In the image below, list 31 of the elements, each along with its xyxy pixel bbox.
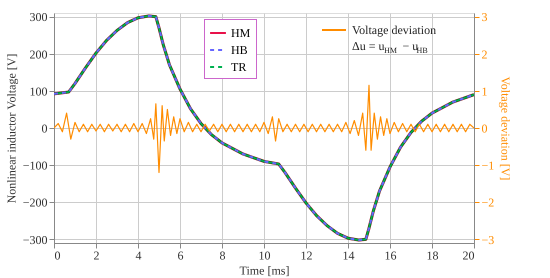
y-tick-label: 0 [42,122,48,136]
x-tick-label: 8 [220,248,226,262]
y-tick-label: −200 [22,196,48,210]
y-tick-label: −300 [22,232,48,247]
x-tick-label: 16 [384,248,396,262]
legend-label: TR [231,60,246,74]
x-axis-title: Time [ms] [240,264,290,278]
x-tick-label: 4 [136,248,142,262]
x-tick-label: 10 [258,248,270,262]
y2-tick-label: 0 [482,122,488,136]
y-tick-label: 300 [30,10,48,24]
x-tick-label: 20 [462,248,474,262]
y2-tick-label: −2 [482,196,494,210]
legend-label: HB [231,43,248,57]
x-tick-label: 18 [426,248,438,262]
y2-tick-label: 1 [482,84,488,98]
y2-tick-label: 2 [482,47,488,62]
y-axis-title: Nonlinear inductor Voltage [V] [4,54,19,204]
y2-tick-label: −3 [482,232,494,247]
y-tick-label: 100 [30,84,48,98]
y-tick-label: −100 [22,158,48,173]
y2-tick-label: −1 [482,158,494,173]
x-tick-label: 2 [94,248,100,262]
x-tick-label: 6 [178,248,184,262]
legend-label: HM [231,26,251,40]
x-tick-label: 0 [54,248,60,262]
x-tick-label: 14 [342,248,354,262]
x-tick-label: 12 [300,248,312,262]
y-tick-label: 200 [30,47,48,62]
y2-axis-title: Voltage deviation [V] [498,76,512,180]
y2-tick-label: 3 [482,10,488,24]
